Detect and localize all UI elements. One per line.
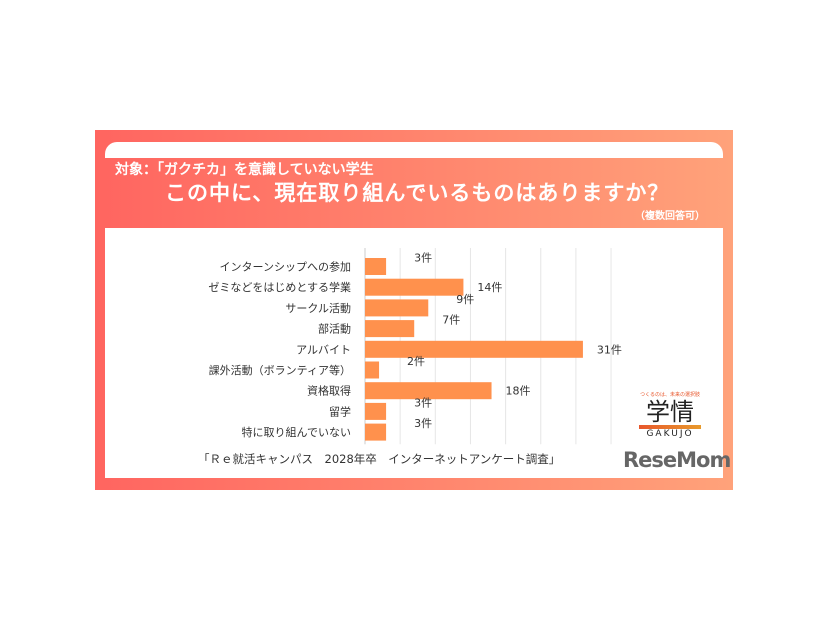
chart-subtitle: 対象：「ガクチカ」を意識していない学生 [115,162,374,178]
category-label: 課外活動（ボランティア等） [209,363,351,377]
logo-name: 学情 [646,398,694,426]
bar [365,361,380,379]
value-label: 18件 [506,385,531,398]
chart-title: この中に、現在取り組んでいるものはありますか？ [165,181,670,205]
source-note: 「Ｒｅ就活キャンパス 2028年卒 インターネットアンケート調査」 [198,452,561,466]
bar [365,320,415,338]
gakujo-logo: つくるのは、未来の選択肢 学情 GAKUJO [625,392,715,440]
category-label: ゼミなどをはじめとする学業 [208,280,351,294]
category-label: インターンシップへの参加 [220,260,351,274]
logo-bar [639,425,701,429]
chart-panel: 対象：「ガクチカ」を意識していない学生 この中に、現在取り組んでいるものはありま… [95,130,733,490]
bar [365,278,464,296]
category-label: 特に取り組んでいない [242,425,351,439]
value-label: 9件 [456,293,474,306]
bar [365,299,429,317]
value-label: 3件 [414,417,432,430]
bar [365,402,387,420]
bar [365,340,583,358]
category-label: サークル活動 [285,301,351,315]
category-label: 資格取得 [307,384,351,398]
bar [365,258,387,275]
value-label: 31件 [597,343,622,356]
bar [365,423,387,441]
card-top [105,142,723,158]
value-label: 2件 [407,355,425,368]
category-label: 留学 [329,404,351,418]
logo-tagline: つくるのは、未来の選択肢 [640,392,700,398]
category-label: 部活動 [318,322,351,336]
resemom-watermark: ReseMom [623,448,731,472]
bar [365,382,492,400]
value-label: 7件 [442,314,460,327]
multiple-answer-note: （複数回答可） [635,211,705,222]
value-label: 3件 [414,252,432,265]
value-label: 3件 [414,396,432,409]
logo-roman: GAKUJO [646,429,694,439]
category-label: アルバイト [296,343,351,356]
value-label: 14件 [477,281,502,294]
